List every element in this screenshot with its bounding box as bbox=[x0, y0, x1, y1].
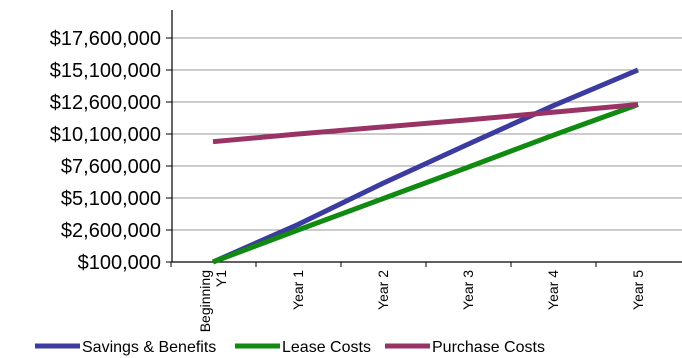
x-tick-labels: BeginningY1 Year 1 Year 2 Year 3 Year 4 Year … bbox=[197, 270, 646, 332]
y-tick-label: $2,600,000 bbox=[61, 220, 161, 242]
legend-label: Savings & Benefits bbox=[82, 339, 216, 356]
series-line-purchase-costs bbox=[212, 102, 639, 145]
x-tick-label: Year 3 bbox=[460, 270, 476, 310]
y-tick-labels: $100,000 $2,600,000 $5,100,000 $7,600,000 $1… bbox=[50, 28, 161, 274]
legend-label: Lease Costs bbox=[282, 339, 371, 356]
gridlines bbox=[172, 37, 682, 231]
series-line-lease-costs bbox=[212, 102, 639, 265]
svg-text:BeginningY1: BeginningY1 bbox=[197, 270, 229, 332]
y-tick-label: $5,100,000 bbox=[61, 188, 161, 210]
svg-text:Year 3: Year 3 bbox=[460, 270, 476, 310]
y-tick-label: $17,600,000 bbox=[50, 28, 161, 50]
legend-item: Purchase Costs bbox=[385, 339, 545, 356]
y-tick-label: $12,600,000 bbox=[50, 92, 161, 114]
x-tick-label: Year 1 bbox=[290, 270, 306, 310]
y-tick-label: $7,600,000 bbox=[61, 156, 161, 178]
x-tick-label: Year 5 bbox=[630, 270, 646, 310]
svg-text:Year 5: Year 5 bbox=[630, 270, 646, 310]
legend-label: Purchase Costs bbox=[432, 339, 545, 356]
legend: Savings & Benefits Lease Costs Purchase Co… bbox=[35, 339, 545, 356]
y-tick-label: $10,100,000 bbox=[50, 124, 161, 146]
x-tick-label: Year 2 bbox=[375, 270, 391, 310]
svg-text:Year 2: Year 2 bbox=[375, 270, 391, 310]
svg-text:Year 4: Year 4 bbox=[545, 270, 561, 310]
y-tick-label: $15,100,000 bbox=[50, 60, 161, 82]
series-line-savings-benefits bbox=[211, 67, 639, 265]
x-tick-label: Year 4 bbox=[545, 270, 561, 310]
svg-text:Year 1: Year 1 bbox=[290, 270, 306, 310]
legend-item: Lease Costs bbox=[235, 339, 371, 356]
axes bbox=[166, 10, 682, 267]
y-tick-label: $100,000 bbox=[78, 252, 161, 274]
x-tick-label: BeginningY1 bbox=[197, 270, 229, 332]
data-series bbox=[211, 67, 639, 265]
legend-item: Savings & Benefits bbox=[35, 339, 216, 356]
